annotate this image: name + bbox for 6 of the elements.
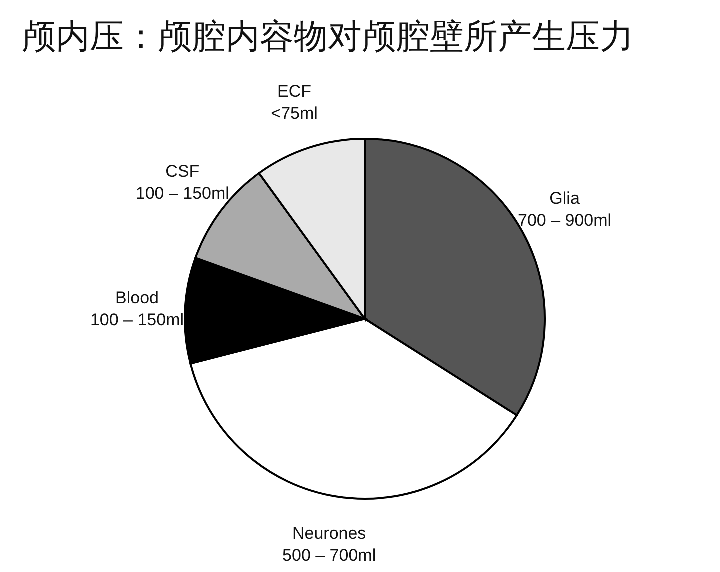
slice-label: Glia 700 – 900ml (518, 189, 612, 230)
slice-label: ECF <75ml (271, 82, 318, 124)
chart-title: 颅内压：颅腔内容物对颅腔壁所产生压力 (21, 17, 635, 58)
slice-label: Neurones 500 – 700ml (282, 524, 376, 566)
slice-label: Blood 100 – 150ml (90, 288, 184, 330)
slice-label: CSF 100 – 150ml (136, 162, 230, 204)
